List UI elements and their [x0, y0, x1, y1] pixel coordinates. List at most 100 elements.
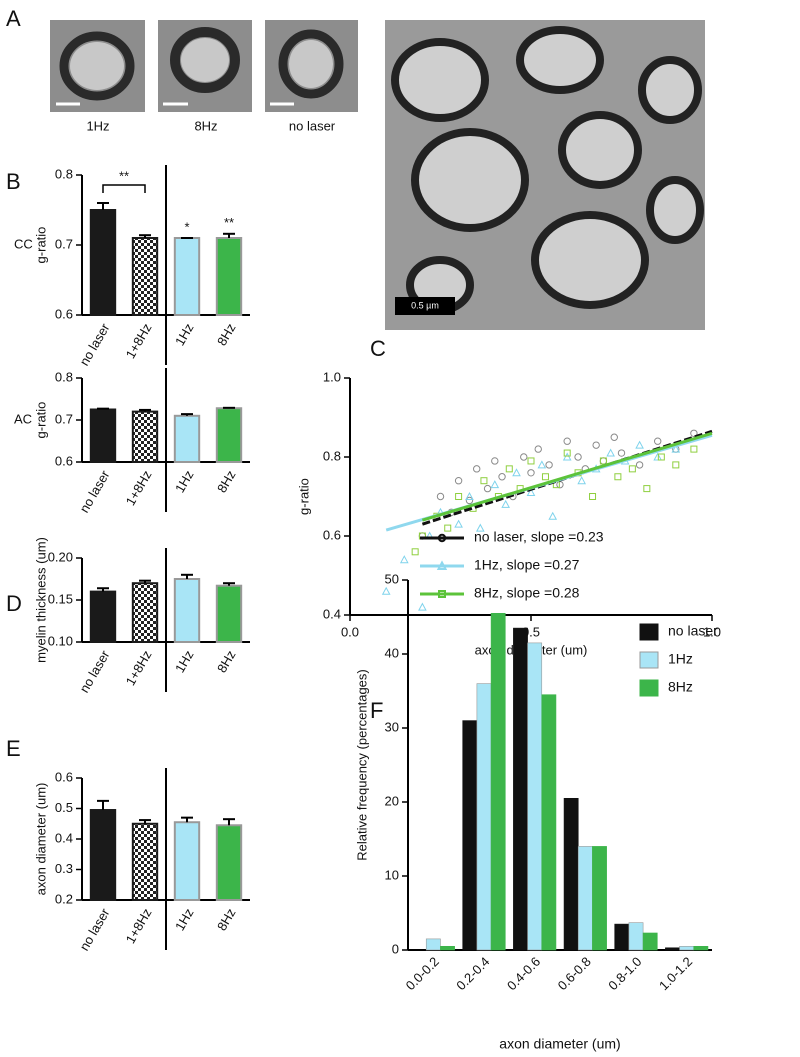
panel-label: E [6, 736, 21, 761]
scale-bar-label: 0.5 µm [411, 300, 439, 310]
point [577, 476, 587, 485]
y-tick-label: 0.6 [55, 769, 73, 784]
point [534, 445, 542, 453]
x-axis-label: axon diameter (um) [499, 1036, 620, 1052]
point [483, 484, 492, 493]
bar [527, 642, 543, 951]
significance-bracket [102, 184, 146, 193]
significance: ** [119, 168, 129, 183]
significance: ** [224, 215, 234, 230]
x-tick-label: 8Hz [214, 648, 239, 676]
y-tick-label: 0.4 [323, 606, 341, 621]
point [610, 433, 618, 441]
point [657, 453, 665, 461]
bar [89, 590, 117, 643]
bar [462, 720, 478, 951]
image-label: 1Hz [86, 118, 109, 133]
y-tick-label: 0.10 [48, 633, 73, 648]
x-tick-label: 1Hz [172, 648, 197, 676]
point [537, 460, 547, 469]
x-tick-label: 0.6-0.8 [555, 954, 594, 993]
image-label: no laser [289, 118, 336, 133]
y-tick-label: 0.8 [55, 369, 73, 384]
y-axis-label: g-ratio [33, 227, 48, 264]
x-tick-label: no laser [76, 320, 112, 368]
y-tick-label: 0.2 [55, 891, 73, 906]
bar [215, 237, 243, 316]
bar [541, 694, 557, 951]
point [473, 465, 481, 473]
micrographs: 0.5 µm 1Hz 8Hz no laser [50, 20, 705, 330]
y-tick-label: 0 [392, 941, 399, 956]
panel-label: A [6, 6, 21, 31]
point [635, 440, 644, 449]
point [501, 499, 510, 508]
y-tick-label: 1.0 [323, 369, 341, 384]
panel-label: F [370, 698, 383, 723]
legend-label: 8Hz, slope =0.28 [474, 585, 580, 601]
point [505, 465, 513, 473]
x-tick-label: 0.4-0.6 [504, 954, 543, 993]
bar [131, 410, 159, 464]
point [635, 461, 644, 469]
bar [215, 407, 243, 463]
point [454, 519, 463, 528]
y-axis-label: axon diameter (um) [33, 783, 48, 896]
x-tick-label: 0.0-0.2 [403, 954, 442, 993]
x-tick-label: 1Hz [172, 468, 197, 496]
row-label: AC [14, 411, 32, 426]
legend-label: no laser [668, 623, 718, 639]
y-tick-label: 0.5 [55, 800, 73, 815]
y-tick-label: 0.6 [323, 527, 341, 542]
x-tick-label: 8Hz [214, 468, 239, 496]
y-tick-label: 0.8 [323, 448, 341, 463]
point [562, 452, 572, 461]
point [418, 602, 427, 611]
point [527, 457, 535, 465]
y-axis-label: myelin thickness (um) [33, 537, 48, 663]
bar [173, 821, 201, 901]
point [606, 448, 615, 457]
bar [215, 824, 243, 902]
bar [440, 945, 455, 951]
x-tick-label: 0.0 [341, 624, 359, 639]
bar [490, 612, 506, 951]
panel-label: C [370, 336, 386, 361]
x-tick-label: 1Hz [172, 321, 197, 349]
x-tick-label: 1.0 [703, 624, 721, 639]
bar [592, 846, 607, 951]
y-tick-label: 20 [385, 793, 399, 808]
y-axis-label: g-ratio [33, 402, 48, 439]
bar [173, 237, 201, 316]
legend-label: 1Hz, slope =0.27 [474, 557, 580, 573]
x-tick-label: 1+8Hz [123, 906, 155, 946]
x-tick-label: 1+8Hz [123, 468, 155, 508]
point [411, 548, 419, 556]
fit-line [421, 431, 713, 522]
legend-marker [436, 560, 448, 570]
bar [173, 414, 201, 463]
y-tick-label: 40 [385, 645, 399, 660]
point [628, 465, 636, 473]
point [592, 441, 600, 449]
bar [476, 683, 492, 951]
point [491, 457, 499, 465]
bar [679, 945, 695, 951]
point [465, 491, 474, 500]
panel-label: D [6, 591, 22, 616]
legend-swatch [639, 679, 659, 697]
point [589, 493, 597, 500]
point [490, 480, 500, 489]
y-tick-label: 10 [385, 867, 399, 882]
y-axis-label: Relative frequency (percentages) [354, 669, 369, 861]
bar [577, 846, 593, 951]
point [614, 473, 622, 481]
y-tick-label: 0.20 [48, 549, 73, 564]
bar [89, 209, 117, 316]
y-tick-label: 0.8 [55, 166, 73, 181]
point [654, 437, 662, 445]
x-tick-label: no laser [76, 467, 112, 515]
point [480, 477, 488, 485]
x-tick-label: 0.2-0.4 [453, 954, 492, 993]
significance: * [184, 219, 189, 234]
